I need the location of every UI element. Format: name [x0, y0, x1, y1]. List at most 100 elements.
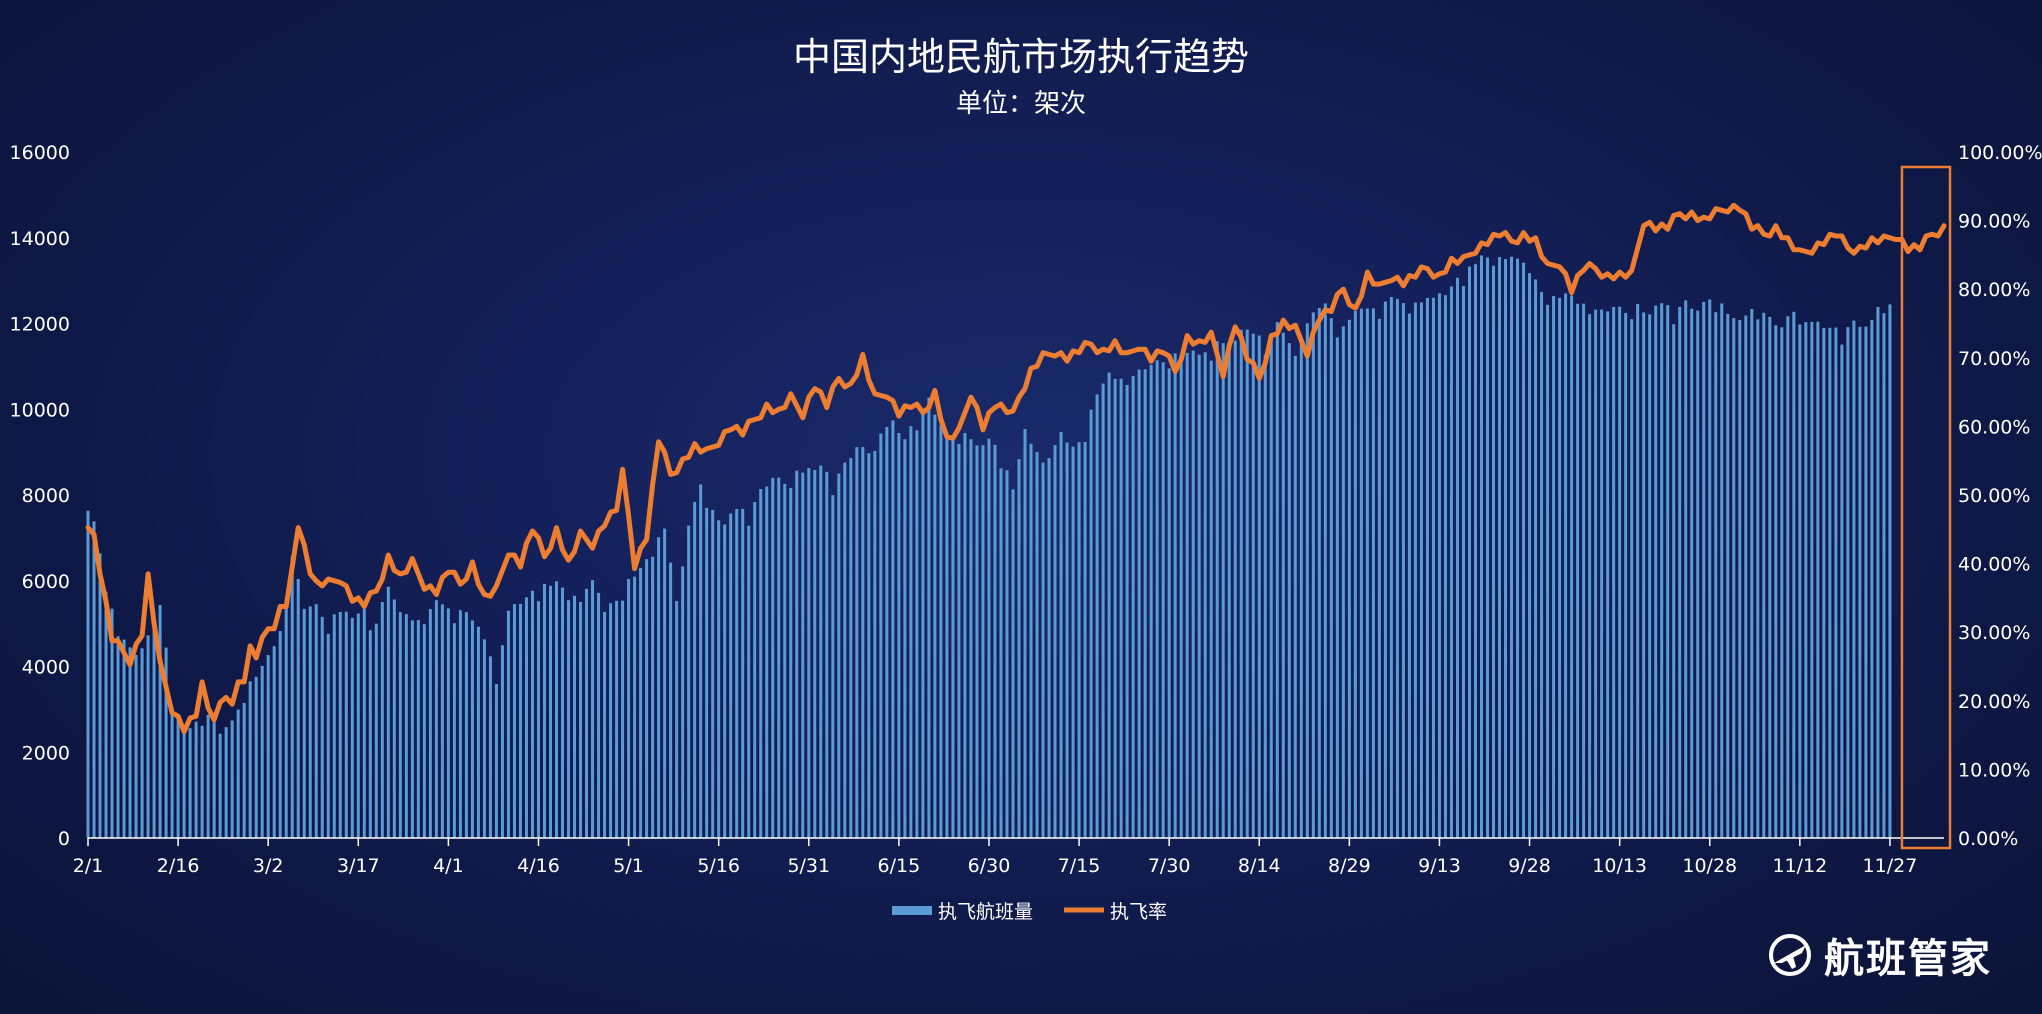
bar	[98, 553, 102, 838]
bar	[1780, 327, 1784, 838]
bar	[200, 725, 204, 838]
bar	[1377, 318, 1381, 838]
bar	[1059, 432, 1063, 838]
y-right-tick-label: 0.00%	[1958, 828, 2018, 850]
bar	[182, 728, 186, 838]
bar	[933, 414, 937, 838]
bar	[1792, 311, 1796, 838]
bar	[1107, 372, 1111, 838]
bar	[765, 486, 769, 838]
bar	[1816, 321, 1820, 838]
bar	[1173, 353, 1177, 838]
bar	[1143, 369, 1147, 838]
bar	[675, 601, 679, 838]
legend: 执飞航班量 执飞率	[892, 901, 1167, 923]
bar	[597, 592, 601, 838]
brand-logo: 航班管家	[1768, 926, 1992, 984]
bar	[909, 426, 913, 838]
bar	[170, 707, 174, 838]
bar	[1287, 343, 1291, 838]
plane-globe-logo-icon	[1769, 934, 1811, 976]
x-tick-label: 11/27	[1863, 855, 1918, 877]
bar	[1443, 295, 1447, 838]
x-tick-label: 3/2	[253, 855, 284, 877]
bar	[416, 620, 420, 838]
y-right-tick-label: 70.00%	[1958, 348, 2030, 370]
bar	[500, 645, 504, 838]
bar	[1684, 300, 1688, 838]
bar	[1299, 340, 1303, 838]
bar	[1582, 303, 1586, 838]
bar	[1762, 312, 1766, 838]
x-tick-label: 8/29	[1328, 855, 1371, 877]
highlight-box	[1900, 165, 1952, 850]
y-left-tick-label: 16000	[10, 142, 70, 164]
bar	[621, 600, 625, 838]
bar	[1473, 264, 1477, 838]
bar	[446, 608, 450, 838]
x-tick-label: 10/28	[1682, 855, 1737, 877]
bar	[272, 646, 276, 838]
bar	[314, 604, 318, 838]
bar	[963, 433, 967, 838]
bar	[1648, 314, 1652, 838]
bar	[1828, 327, 1832, 838]
x-tick-label: 3/17	[337, 855, 380, 877]
bar	[1510, 256, 1514, 838]
bar	[1618, 306, 1622, 838]
bar	[921, 408, 925, 838]
bar	[993, 444, 997, 838]
bar	[1365, 308, 1369, 838]
bar	[302, 608, 306, 838]
bar	[1203, 352, 1207, 838]
bar	[1395, 298, 1399, 838]
bar	[1786, 316, 1790, 838]
bar	[579, 602, 583, 838]
bar	[987, 438, 991, 838]
bar	[236, 709, 240, 838]
bar	[1023, 428, 1027, 838]
bar	[434, 600, 438, 838]
bar	[969, 439, 973, 838]
bar	[548, 585, 552, 838]
bar	[729, 513, 733, 838]
bar	[458, 610, 462, 838]
bar	[1642, 312, 1646, 839]
bar	[897, 433, 901, 838]
bar	[212, 721, 216, 838]
y-left-tick-label: 12000	[10, 314, 70, 336]
bar	[1149, 364, 1153, 838]
bar	[188, 728, 192, 838]
y-left-tick-label: 4000	[22, 657, 70, 679]
bar	[1263, 354, 1267, 838]
bar	[633, 576, 637, 838]
bar	[663, 528, 667, 838]
bar	[657, 537, 661, 838]
bar	[1275, 322, 1279, 838]
bar	[651, 556, 655, 838]
bar	[152, 617, 156, 838]
bar	[1311, 312, 1315, 839]
bar	[404, 614, 408, 838]
bar	[1155, 360, 1159, 838]
legend-label-line: 执飞率	[1110, 901, 1167, 923]
bar	[1540, 292, 1544, 838]
bar	[1317, 307, 1321, 839]
bar	[260, 665, 264, 838]
bar	[1720, 303, 1724, 838]
bar	[1864, 326, 1868, 838]
bar	[1323, 303, 1327, 838]
bar	[615, 600, 619, 838]
bar	[741, 508, 745, 838]
x-tick-label: 7/15	[1058, 855, 1101, 877]
bar	[681, 566, 685, 838]
bar	[1630, 319, 1634, 838]
bar	[158, 604, 162, 838]
bar	[1738, 319, 1742, 839]
bar	[861, 447, 865, 838]
bar	[134, 655, 138, 838]
bar	[843, 462, 847, 838]
bar	[320, 616, 324, 838]
bar	[1137, 369, 1141, 838]
y-left-tick-label: 8000	[22, 485, 70, 507]
